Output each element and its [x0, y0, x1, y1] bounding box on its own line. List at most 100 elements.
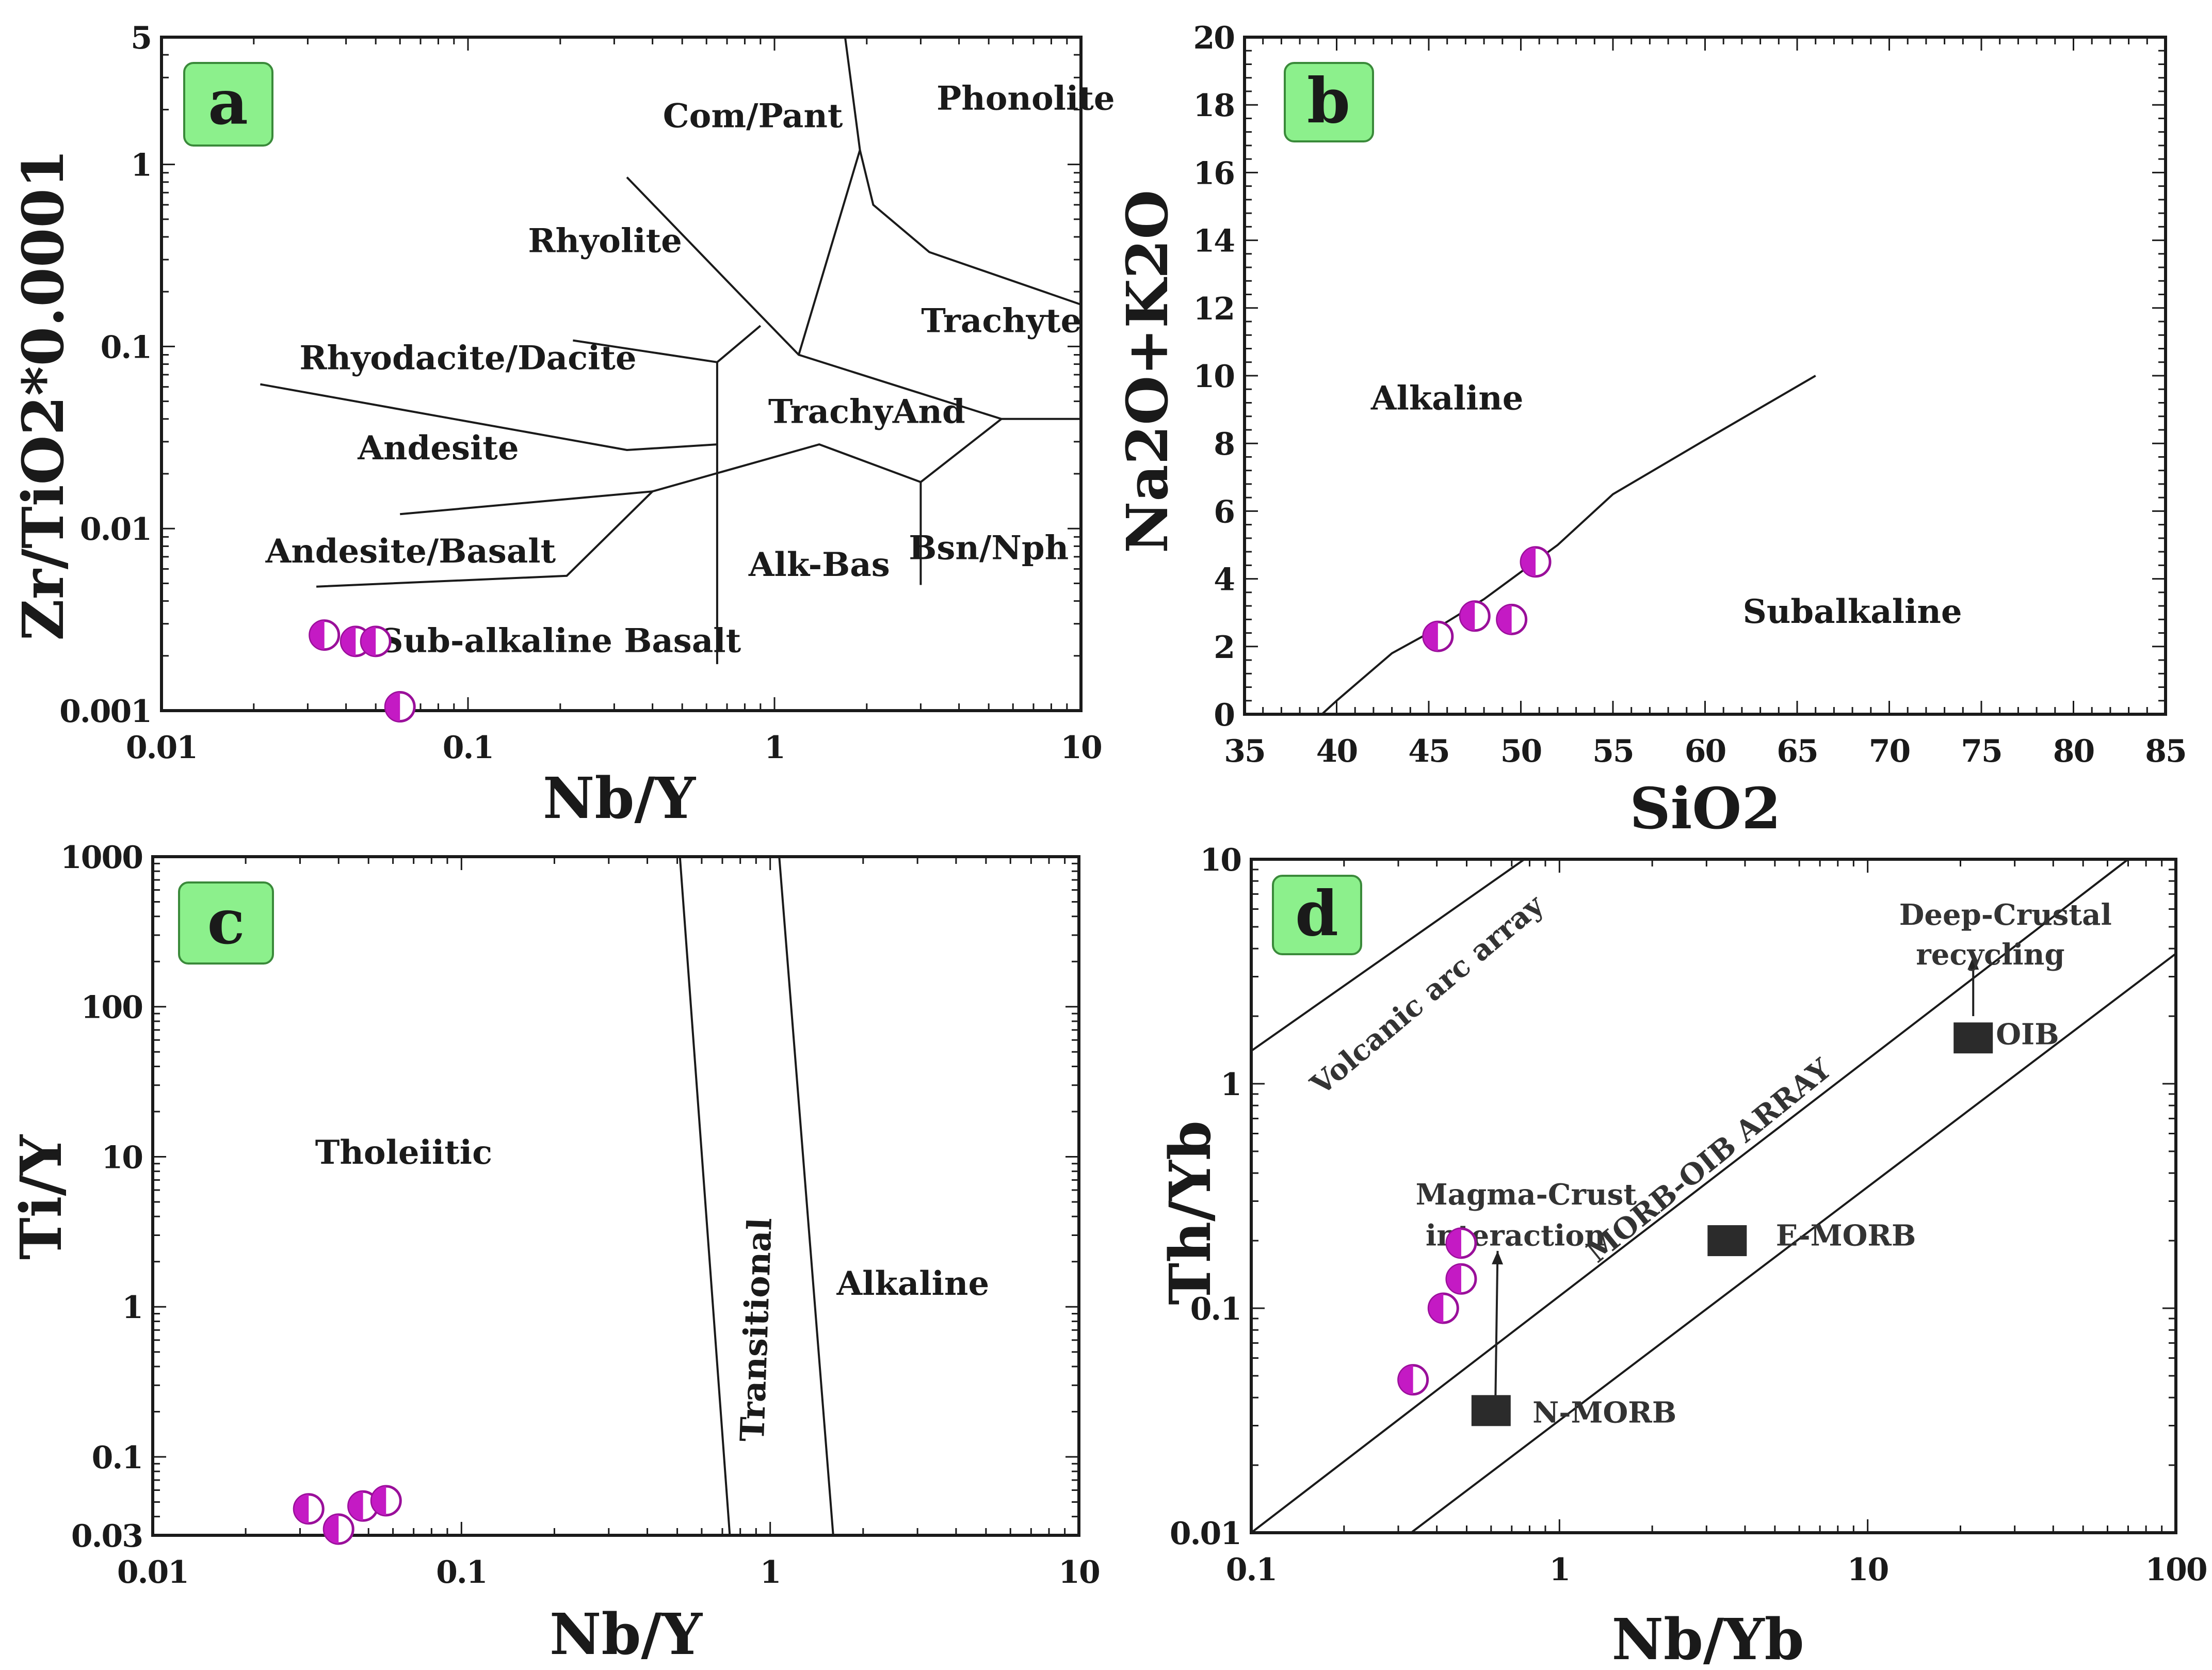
y-tick-label: 6 — [1214, 494, 1234, 530]
x-tick-label: 1 — [764, 730, 785, 766]
sample-point — [1427, 1292, 1459, 1324]
x-tick-label: 35 — [1224, 733, 1265, 769]
field-label-rotated: Transitional — [733, 1217, 780, 1442]
reference-point-oib — [1953, 1022, 1993, 1054]
field-label: Alkaline — [1370, 379, 1524, 418]
sample-point — [1445, 1263, 1477, 1295]
sample-point — [384, 691, 416, 723]
panel-c: 0.01 0.1 1 10 0.03 0.1 1 10 100 1000 Tholeiitic Al… — [8, 840, 1101, 1667]
y-tick-label: 0.01 — [1170, 1516, 1241, 1552]
y-tick-label: 18 — [1193, 88, 1235, 124]
panel-d-samples — [1397, 1227, 1477, 1396]
x-tick-label: 50 — [1500, 733, 1542, 769]
panel-b-tag: b — [1284, 62, 1374, 142]
x-tick-label: 1 — [1549, 1552, 1570, 1588]
y-tick-label: 10 — [1200, 842, 1241, 878]
panel-b-tag-label: b — [1307, 65, 1350, 137]
x-tick-label: 55 — [1592, 733, 1634, 769]
panel-b-plot-frame — [1243, 36, 2167, 716]
y-tick-label: 10 — [1193, 359, 1235, 395]
y-tick-label: 0 — [1214, 697, 1234, 733]
sample-point — [1459, 600, 1491, 632]
reference-point-e-morb — [1707, 1225, 1747, 1257]
x-tick-label: 40 — [1316, 733, 1358, 769]
y-tick-label: 5 — [131, 20, 151, 56]
panel-c-tick-labels: 0.01 0.1 1 10 0.03 0.1 1 10 100 1000 — [60, 840, 1101, 1591]
y-tick-label: 100 — [81, 990, 142, 1026]
field-boundary-2 — [798, 150, 861, 356]
y-tick-label: 12 — [1193, 291, 1235, 327]
y-tick-label: 0.01 — [80, 511, 151, 548]
sample-point — [347, 1490, 379, 1522]
field-boundary-2 — [1250, 858, 2129, 1534]
panel-d-tag-box — [1272, 875, 1362, 955]
x-tick-label: 100 — [2145, 1552, 2206, 1588]
x-tick-label: 10 — [1847, 1552, 1888, 1588]
field-label: Subalkaline — [1743, 592, 1962, 631]
y-tick-label: 1000 — [60, 840, 142, 876]
sample-point — [293, 1493, 325, 1525]
panel-a-field-labels: Com/Pant Phonolite Rhyolite Trachyte Rhyodac… — [265, 79, 1115, 660]
field-boundary-5 — [573, 339, 718, 363]
field-label: Alkaline — [836, 1264, 990, 1303]
panel-c-tag-box — [178, 881, 274, 965]
x-tick-label: 85 — [2145, 733, 2186, 769]
field-boundary-9 — [316, 418, 1003, 588]
panel-d-plot-frame — [1250, 858, 2177, 1534]
panel-a-boundaries — [260, 37, 1081, 664]
panel-c-samples — [293, 1485, 402, 1545]
field-label: Andesite/Basalt — [265, 532, 556, 571]
field-label: Com/Pant — [663, 97, 843, 136]
field-label: Rhyodacite/Dacite — [299, 339, 636, 377]
panel-a-y-axis-title: Zr/TiO2*0.0001 — [10, 149, 76, 641]
y-tick-label: 1 — [122, 1290, 142, 1326]
panel-d-x-axis-title: Nb/Yb — [1611, 1606, 1804, 1670]
sample-point — [370, 1485, 402, 1517]
field-label: Andesite — [357, 429, 519, 468]
panel-d-boundaries — [1250, 858, 2177, 1534]
x-tick-label: 65 — [1777, 733, 1818, 769]
x-tick-label: 10 — [1060, 730, 1102, 766]
field-label: Trachyte — [921, 301, 1081, 340]
sample-point — [1520, 546, 1552, 578]
panel-d-field-labels: Deep-Crustal recycling OIB E-MORB N-MORB Magm… — [1304, 888, 2112, 1430]
panel-c-ticks — [152, 857, 1079, 1536]
x-tick-label: 70 — [1869, 733, 1910, 769]
panel-b-tick-labels: 35 40 45 50 55 60 65 70 75 80 85 0 2 4 6 8 10 12 14 16 18 20 — [1193, 20, 2187, 769]
y-tick-label: 0.001 — [59, 694, 151, 730]
field-boundary-1 — [1321, 375, 1816, 715]
x-tick-label: 0.1 — [1226, 1552, 1277, 1588]
panel-d-tag: d — [1272, 875, 1362, 955]
field-label: Tholeiitic — [315, 1133, 492, 1172]
panel-c-plot-frame — [151, 855, 1080, 1537]
arrow-shaft — [1494, 1250, 1499, 1398]
panel-b-x-axis-title: SiO2 — [1629, 775, 1781, 842]
panel-b-boundaries — [1321, 375, 1816, 715]
panel-d-y-axis-title: Th/Yb — [1157, 1120, 1223, 1305]
panel-c-field-labels: Tholeiitic Alkaline Transitional — [315, 1133, 989, 1442]
field-label: E-MORB — [1776, 1219, 1916, 1253]
x-tick-label: 10 — [1058, 1554, 1100, 1591]
field-label: TrachyAnd — [768, 393, 965, 431]
sample-point — [1422, 620, 1454, 652]
arrow-head — [1492, 1250, 1504, 1265]
x-tick-label: 45 — [1408, 733, 1449, 769]
y-tick-label: 20 — [1193, 20, 1235, 56]
panel-c-tag: c — [178, 881, 274, 965]
panel-d-arrows — [1492, 956, 1979, 1398]
panel-b-tag-box — [1284, 62, 1374, 142]
x-tick-label: 0.01 — [117, 1554, 188, 1591]
panel-c-tag-label: c — [207, 886, 245, 958]
field-label: Bsn/Nph — [909, 528, 1069, 567]
x-tick-label: 0.1 — [436, 1554, 487, 1591]
y-tick-label: 2 — [1214, 630, 1234, 666]
y-tick-label: 0.1 — [92, 1440, 142, 1476]
y-tick-label: 14 — [1193, 223, 1235, 260]
field-label: Rhyolite — [528, 221, 682, 260]
y-tick-label: 0.1 — [101, 329, 151, 365]
